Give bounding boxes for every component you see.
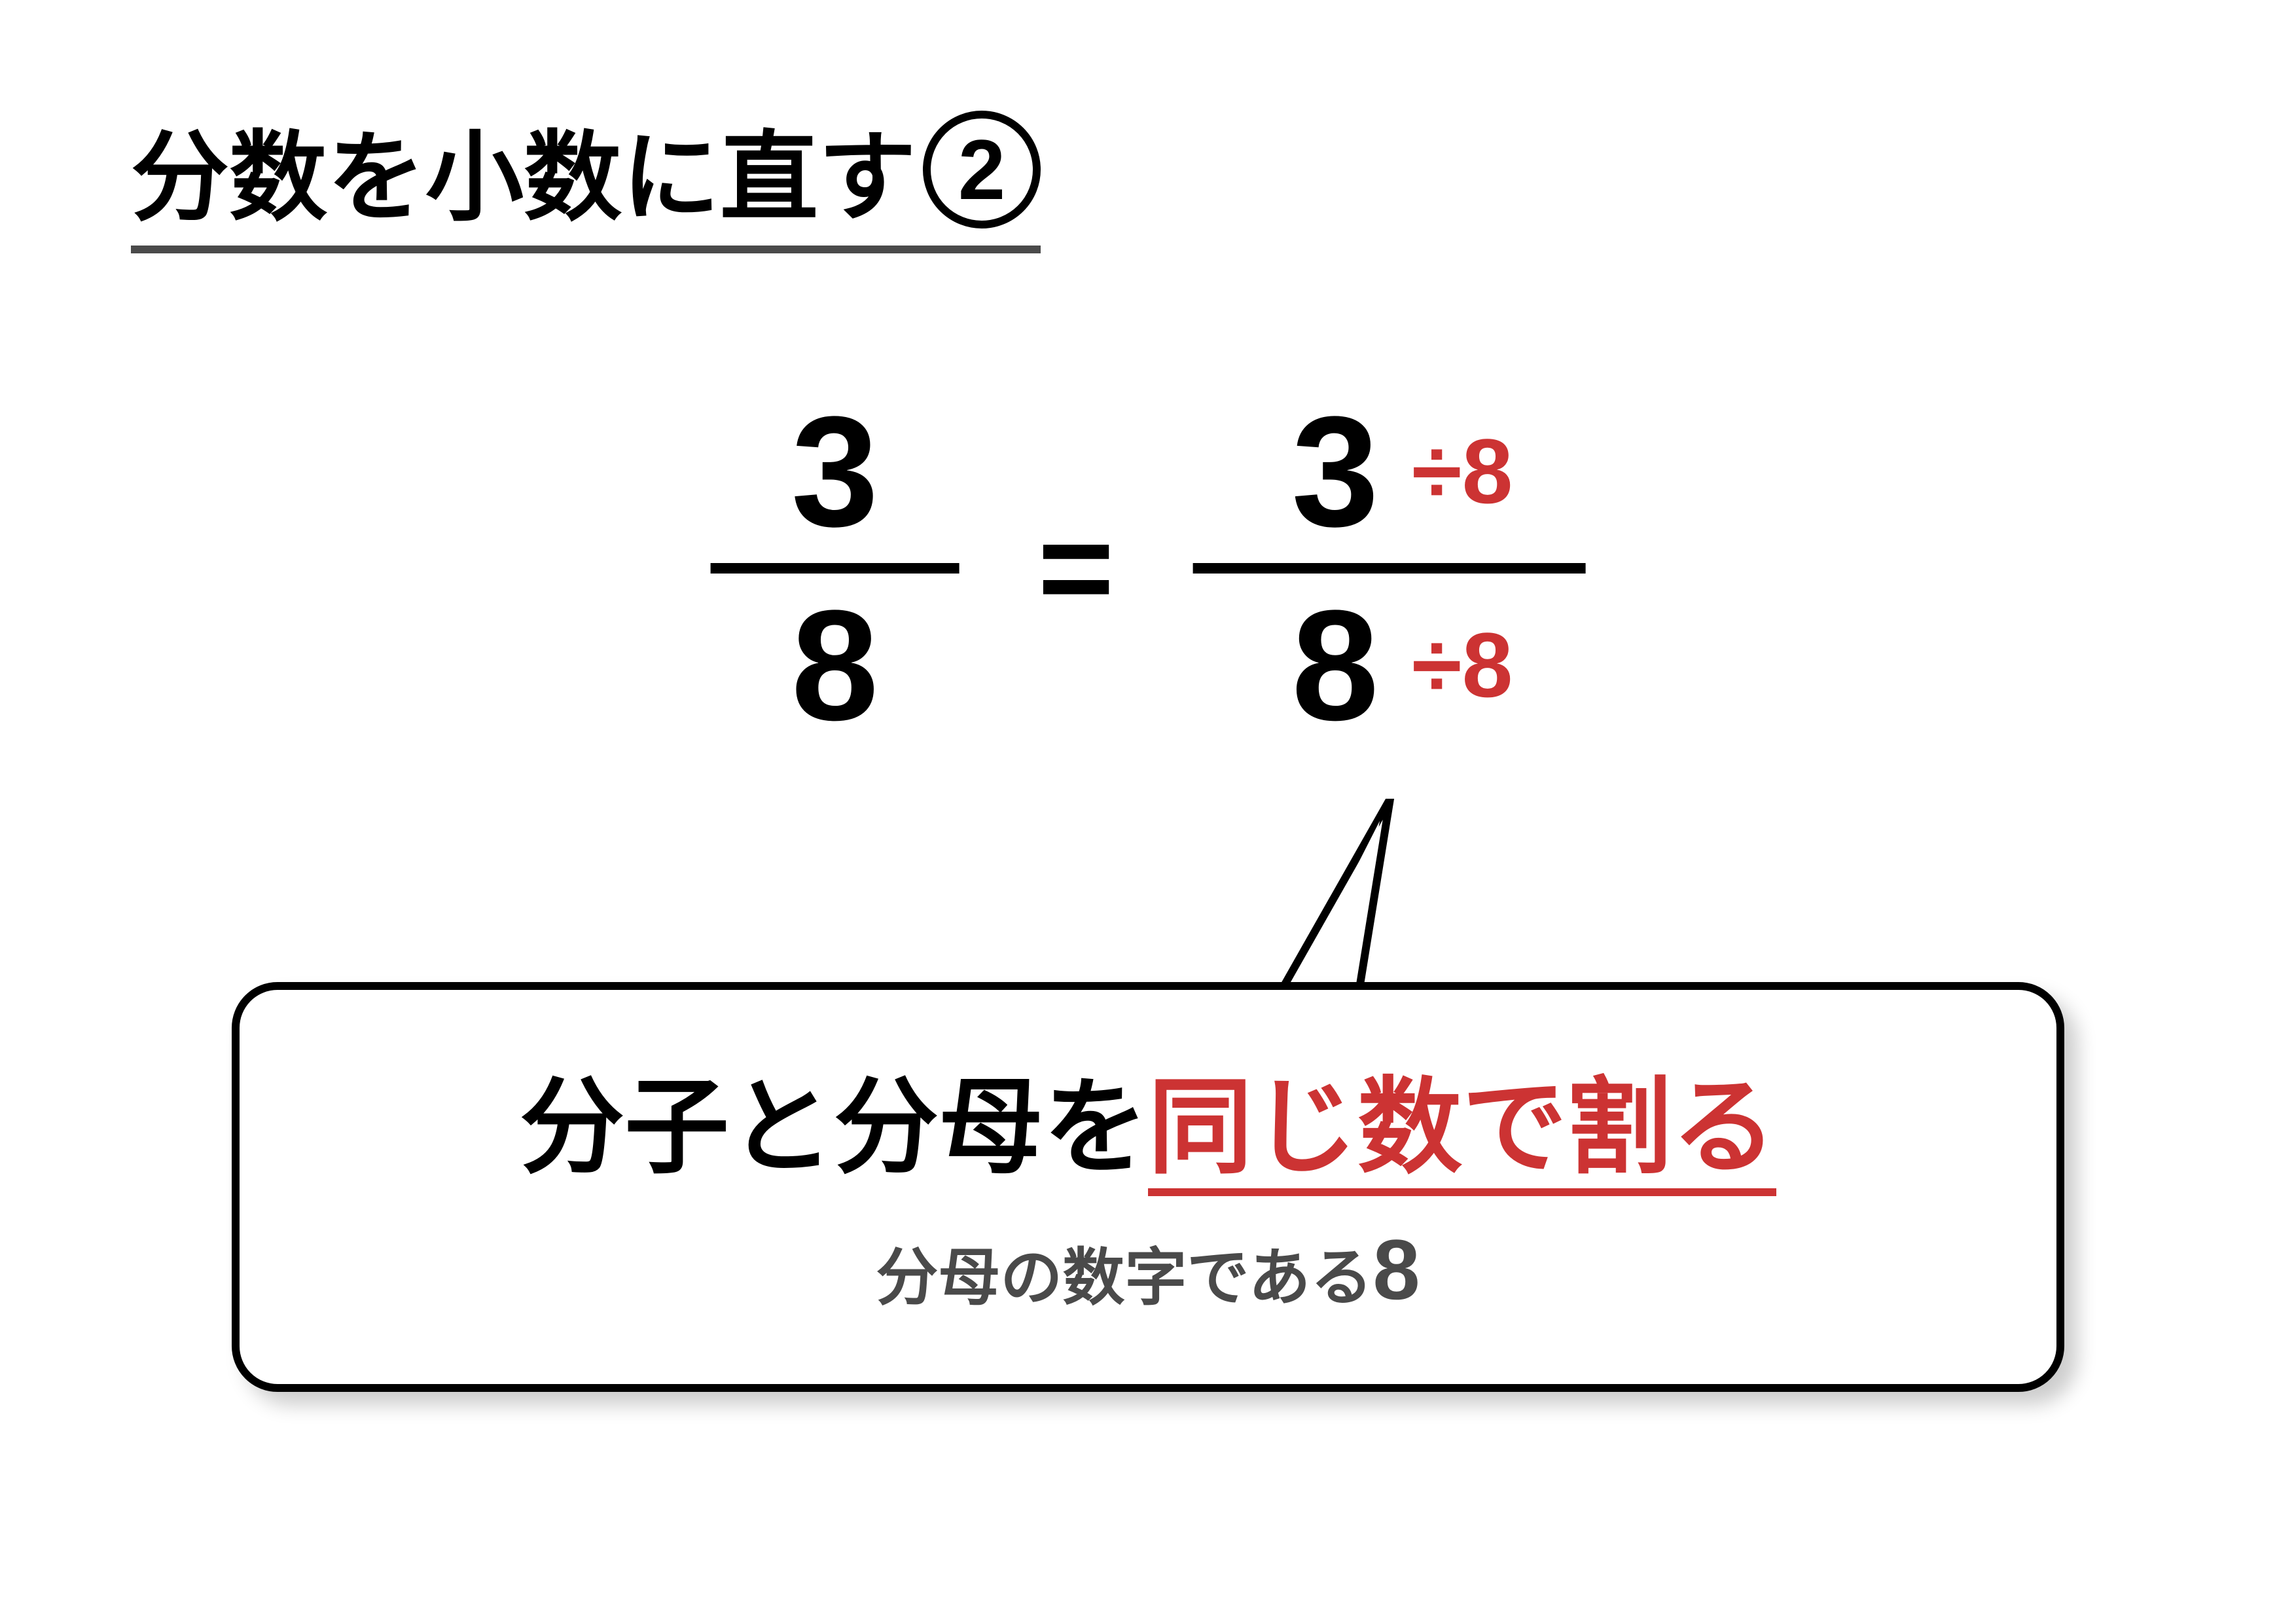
callout-container: 分子と分母を同じ数で割る 分母の数字である8	[232, 982, 2064, 1392]
left-fraction-bar	[711, 563, 960, 574]
right-numerator-row: 3 ÷8	[1265, 380, 1513, 563]
page-title: 分数を小数に直す 2	[131, 98, 1041, 253]
right-denominator: 8	[1265, 574, 1405, 757]
callout-main-prefix: 分子と分母を	[520, 1068, 1148, 1186]
callout-box: 分子と分母を同じ数で割る 分母の数字である8	[232, 982, 2064, 1392]
callout-main-text: 分子と分母を同じ数で割る	[305, 1042, 1991, 1194]
title-number: 2	[958, 120, 1005, 219]
callout-sub-text: 分母の数字である8	[305, 1220, 1991, 1319]
numerator-operation: ÷8	[1412, 418, 1513, 524]
equals-sign: =	[1038, 493, 1115, 644]
right-fraction-bar	[1193, 563, 1585, 574]
title-text: 分数を小数に直す	[131, 98, 916, 240]
left-denominator: 8	[765, 574, 905, 757]
right-denominator-row: 8 ÷8	[1265, 574, 1513, 757]
denominator-operation: ÷8	[1412, 612, 1513, 718]
left-fraction: 3 8	[711, 380, 960, 757]
title-number-circle: 2	[923, 111, 1041, 228]
callout-sub-emphasis: 8	[1372, 1222, 1420, 1317]
equation-row: 3 8 = 3 ÷8 8 ÷8	[711, 380, 1586, 757]
left-numerator: 3	[765, 380, 905, 563]
callout-main-highlight: 同じ数で割る	[1148, 1068, 1776, 1196]
right-numerator: 3	[1265, 380, 1405, 563]
callout-sub-prefix: 分母の数字である	[876, 1243, 1372, 1313]
right-fraction: 3 ÷8 8 ÷8	[1193, 380, 1585, 757]
